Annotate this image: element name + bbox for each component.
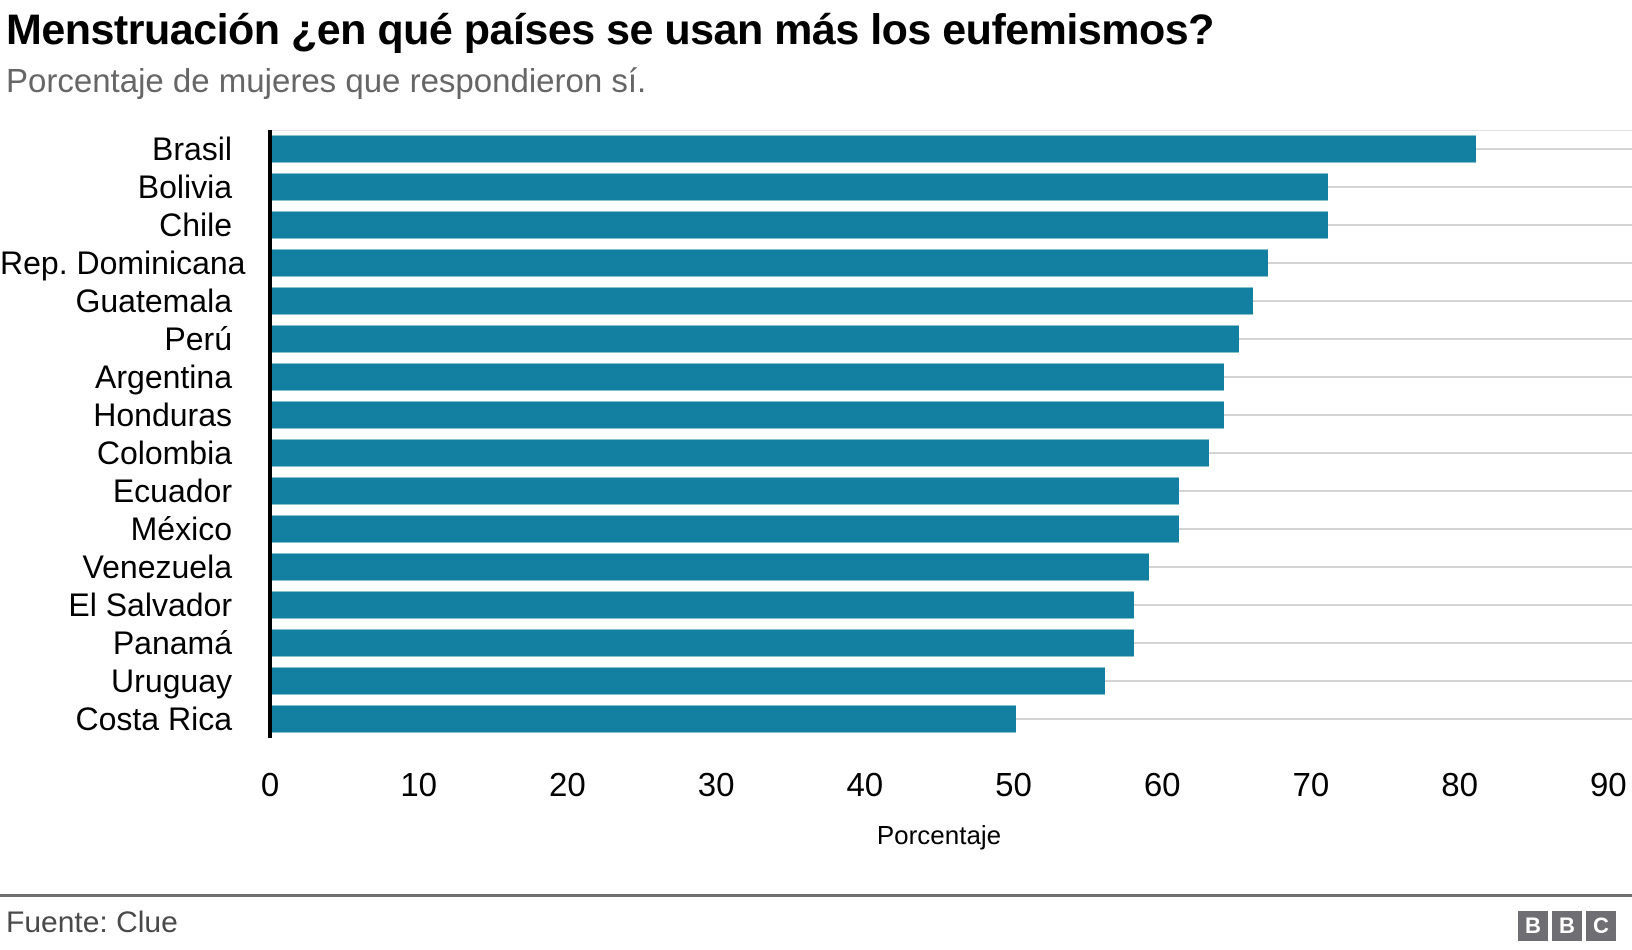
plot-top-border [268,130,1632,131]
bar-track [272,548,1632,586]
bar [272,515,1180,543]
bar [272,249,1269,277]
x-axis: 0 10 20 30 40 50 60 70 80 90 [261,766,1632,808]
x-tick-label: 20 [549,766,586,803]
bar-track [272,358,1632,396]
category-label: Panamá [112,625,232,661]
category-label: Guatemala [75,283,232,319]
chart-subtitle: Porcentaje de mujeres que respondieron s… [6,62,647,99]
x-tick-label: 90 [1589,766,1627,803]
bar [272,591,1135,619]
bar [272,363,1224,391]
category-label: Rep. Dominicana [0,245,246,281]
category-label: El Salvador [68,587,232,623]
category-label: Brasil [151,131,232,167]
category-label: México [130,511,232,547]
bar [272,173,1328,201]
chart-row: México [0,510,1632,548]
x-tick-label: 30 [697,766,735,803]
source-label: Fuente: Clue [6,906,178,939]
bar-track [272,282,1632,320]
category-label: Honduras [93,397,232,433]
y-axis-line [268,130,272,738]
footer-divider [0,894,1632,897]
chart-row: Ecuador [0,472,1632,510]
bbc-logo-block: C [1586,911,1616,941]
bar [272,705,1016,733]
bar [272,477,1180,505]
chart-row: Guatemala [0,282,1632,320]
chart-row: Brasil [0,130,1632,168]
bar [272,553,1150,581]
bar-track [272,130,1632,168]
bar-track [272,434,1632,472]
bar-track [272,168,1632,206]
bar [272,325,1239,353]
bar-track [272,700,1632,738]
bar-track [272,244,1632,282]
bar-track [272,396,1632,434]
chart-row: Chile [0,206,1632,244]
bar [272,211,1328,239]
chart-row: Honduras [0,396,1632,434]
bar-track [272,662,1632,700]
chart-row: Venezuela [0,548,1632,586]
x-tick-label: 80 [1441,766,1478,803]
chart-row: Colombia [0,434,1632,472]
x-axis-label: Porcentaje [876,820,1002,850]
bar-chart-plot-area: Brasil Bolivia Chile Rep. Dominicana Guatema… [0,130,1632,738]
bar-track [272,510,1632,548]
bar [272,401,1224,429]
bar-track [272,624,1632,662]
bar [272,287,1254,315]
category-label: Uruguay [111,663,232,699]
bar-track [272,320,1632,358]
category-label: Ecuador [112,473,232,509]
bar [272,667,1105,695]
bar [272,135,1477,163]
chart-row: Argentina [0,358,1632,396]
bbc-logo: B B C [1518,911,1616,941]
chart-title: Menstruación ¿en qué países se usan más … [6,6,1214,54]
bbc-logo-block: B [1518,911,1548,941]
chart-row: Costa Rica [0,700,1632,738]
x-tick-label: 50 [995,766,1032,803]
bar-track [272,586,1632,624]
bbc-logo-block: B [1552,911,1582,941]
category-label: Costa Rica [75,701,233,737]
x-tick-label: 60 [1143,766,1181,803]
chart-row: Rep. Dominicana [0,244,1632,282]
category-label: Bolivia [137,169,232,205]
chart-row: Perú [0,320,1632,358]
category-label: Chile [159,207,232,243]
x-tick-label: 0 [260,766,280,803]
bar-track [272,206,1632,244]
bar [272,629,1135,657]
chart-row: El Salvador [0,586,1632,624]
chart-row: Uruguay [0,662,1632,700]
chart-row: Bolivia [0,168,1632,206]
category-label: Venezuela [82,549,232,585]
bar [272,439,1209,467]
x-tick-label: 70 [1292,766,1330,803]
category-label: Argentina [95,359,232,395]
chart-row: Panamá [0,624,1632,662]
bar-track [272,472,1632,510]
x-tick-label: 40 [846,766,884,803]
x-tick-label: 10 [400,766,438,803]
category-label: Colombia [96,435,232,471]
category-label: Perú [164,321,232,357]
